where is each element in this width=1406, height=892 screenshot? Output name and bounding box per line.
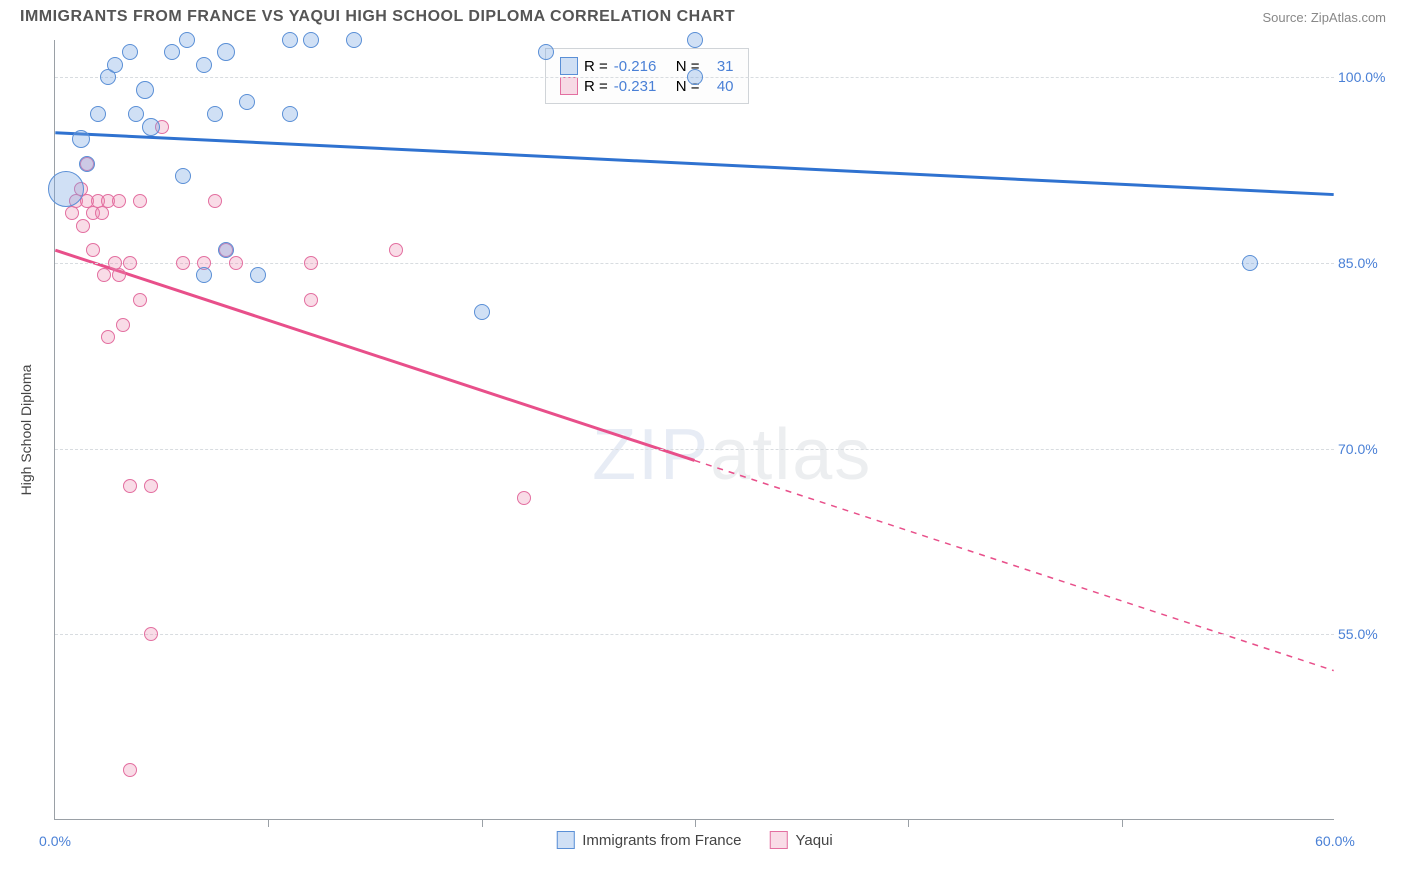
legend-swatch-b xyxy=(560,77,578,95)
data-point-b xyxy=(112,268,126,282)
data-point-b xyxy=(133,194,147,208)
x-tick xyxy=(268,819,269,827)
legend-swatch-a-icon xyxy=(556,831,574,849)
data-point-b xyxy=(144,479,158,493)
data-point-a xyxy=(164,44,180,60)
legend-label-b: Yaqui xyxy=(795,832,832,849)
data-point-b xyxy=(101,330,115,344)
data-point-a xyxy=(346,32,362,48)
data-point-a xyxy=(122,44,138,60)
data-point-a xyxy=(136,81,154,99)
legend-row-b: R = -0.231 N = 40 xyxy=(560,77,734,95)
correlation-legend: R = -0.216 N = 31 R = -0.231 N = 40 xyxy=(545,48,749,104)
data-point-b xyxy=(133,293,147,307)
data-point-a xyxy=(72,130,90,148)
data-point-b xyxy=(65,206,79,220)
gridline-h xyxy=(55,263,1334,264)
data-point-b xyxy=(389,243,403,257)
n-value-a: 31 xyxy=(706,58,734,75)
data-point-a xyxy=(142,118,160,136)
data-point-a xyxy=(196,267,212,283)
r-value-b: -0.231 xyxy=(614,78,670,95)
data-point-b xyxy=(76,219,90,233)
data-point-a xyxy=(179,32,195,48)
data-point-a xyxy=(218,242,234,258)
source-label: Source: ZipAtlas.com xyxy=(1262,10,1386,25)
x-tick-label: 0.0% xyxy=(39,833,71,849)
data-point-b xyxy=(208,194,222,208)
chart-title: IMMIGRANTS FROM FRANCE VS YAQUI HIGH SCH… xyxy=(20,8,735,26)
data-point-a xyxy=(474,304,490,320)
data-point-a xyxy=(538,44,554,60)
gridline-h xyxy=(55,449,1334,450)
trend-lines xyxy=(55,40,1334,819)
data-point-b xyxy=(144,627,158,641)
data-point-b xyxy=(229,256,243,270)
legend-row-a: R = -0.216 N = 31 xyxy=(560,57,734,75)
x-tick xyxy=(1122,819,1123,827)
legend-item-a: Immigrants from France xyxy=(556,831,741,849)
legend-label-a: Immigrants from France xyxy=(582,832,741,849)
legend-swatch-a xyxy=(560,57,578,75)
data-point-a xyxy=(128,106,144,122)
data-point-a xyxy=(1242,255,1258,271)
data-point-b xyxy=(116,318,130,332)
series-legend: Immigrants from France Yaqui xyxy=(556,831,832,849)
data-point-b xyxy=(86,243,100,257)
data-point-b xyxy=(97,268,111,282)
y-tick-label: 100.0% xyxy=(1338,69,1398,85)
data-point-a xyxy=(90,106,106,122)
data-point-a xyxy=(107,57,123,73)
watermark: ZIPatlas xyxy=(592,414,872,496)
gridline-h xyxy=(55,634,1334,635)
data-point-a xyxy=(175,168,191,184)
r-label: R = xyxy=(584,78,608,95)
chart-plot-area: ZIPatlas R = -0.216 N = 31 R = -0.231 N … xyxy=(54,40,1334,820)
data-point-b xyxy=(112,194,126,208)
legend-swatch-b-icon xyxy=(769,831,787,849)
x-tick-label: 60.0% xyxy=(1315,833,1355,849)
y-axis-label: High School Diploma xyxy=(18,365,34,496)
data-point-a xyxy=(687,69,703,85)
y-tick-label: 85.0% xyxy=(1338,255,1398,271)
data-point-b xyxy=(123,763,137,777)
x-tick xyxy=(482,819,483,827)
data-point-a xyxy=(207,106,223,122)
data-point-b xyxy=(123,479,137,493)
data-point-a xyxy=(196,57,212,73)
data-point-a xyxy=(303,32,319,48)
legend-item-b: Yaqui xyxy=(769,831,832,849)
data-point-b xyxy=(517,491,531,505)
r-label: R = xyxy=(584,58,608,75)
data-point-a xyxy=(282,32,298,48)
x-tick xyxy=(908,819,909,827)
r-value-a: -0.216 xyxy=(614,58,670,75)
data-point-a xyxy=(79,156,95,172)
y-tick-label: 55.0% xyxy=(1338,626,1398,642)
n-value-b: 40 xyxy=(706,78,734,95)
data-point-a xyxy=(48,171,84,207)
y-tick-label: 70.0% xyxy=(1338,441,1398,457)
data-point-a xyxy=(239,94,255,110)
data-point-a xyxy=(687,32,703,48)
x-tick xyxy=(695,819,696,827)
data-point-a xyxy=(217,43,235,61)
data-point-a xyxy=(282,106,298,122)
data-point-b xyxy=(176,256,190,270)
data-point-b xyxy=(95,206,109,220)
data-point-b xyxy=(304,293,318,307)
data-point-b xyxy=(304,256,318,270)
data-point-b xyxy=(123,256,137,270)
data-point-a xyxy=(250,267,266,283)
